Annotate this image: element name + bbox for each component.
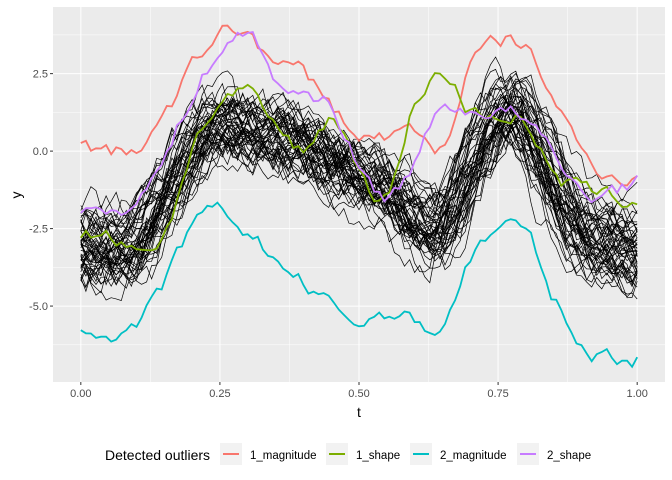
background-curve xyxy=(80,120,638,253)
background-curve xyxy=(80,74,638,242)
background-curve xyxy=(80,80,638,238)
x-axis-label: t xyxy=(357,404,361,420)
background-curve xyxy=(80,121,638,302)
background-curve xyxy=(80,107,638,264)
background-curves xyxy=(80,56,638,302)
background-curve xyxy=(80,76,638,254)
legend-label: 2_magnitude xyxy=(440,450,507,462)
legend-label: 1_magnitude xyxy=(250,450,317,462)
x-tick-label: 0.50 xyxy=(348,388,369,400)
background-curve xyxy=(80,86,638,237)
background-curve xyxy=(80,100,638,293)
background-curve xyxy=(80,99,638,286)
axes: 0.00 0.25 0.50 0.75 1.00 2.5 0.0 -2.5 -5.0 xyxy=(29,69,648,400)
y-tick-label: 0.0 xyxy=(33,146,48,158)
background-curve xyxy=(80,78,638,266)
background-curve xyxy=(80,95,638,269)
legend: Detected outliers 1_magnitude 1_shape 2_ma… xyxy=(105,443,591,465)
x-tick-label: 0.25 xyxy=(209,388,230,400)
legend-title: Detected outliers xyxy=(105,447,210,463)
gridlines xyxy=(53,7,665,382)
background-curve xyxy=(80,123,638,299)
x-tick-label: 0.75 xyxy=(487,388,508,400)
background-curve xyxy=(80,106,638,265)
y-tick-label: 2.5 xyxy=(33,69,48,81)
x-tick-label: 0.00 xyxy=(70,388,91,400)
legend-label: 1_shape xyxy=(356,450,400,462)
legend-label: 2_shape xyxy=(547,450,591,462)
outlier-curve-1_magnitude xyxy=(80,24,638,187)
background-curve xyxy=(80,119,638,294)
background-curve xyxy=(80,121,638,267)
outlier-curve-2_magnitude xyxy=(80,201,638,369)
outlier-curves xyxy=(80,24,638,369)
y-tick-label: -2.5 xyxy=(29,224,48,236)
background-curve xyxy=(80,126,638,283)
y-axis-label: y xyxy=(8,192,24,199)
y-tick-label: -5.0 xyxy=(29,301,48,313)
x-tick-label: 1.00 xyxy=(626,388,647,400)
outlier-curve-2_shape xyxy=(80,30,638,216)
